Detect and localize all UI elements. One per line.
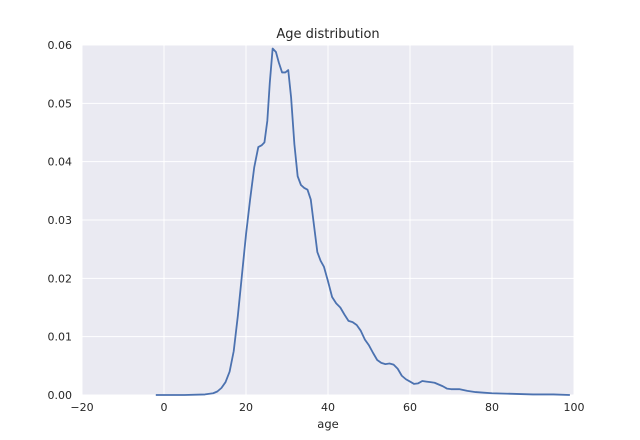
density-curve (155, 47, 570, 396)
y-tick-label: 0.02 (48, 272, 73, 285)
y-tick-label: 0.01 (48, 331, 73, 344)
x-axis-ticks: −20 0 20 40 60 80 100 (70, 401, 584, 414)
chart-title: Age distribution (276, 27, 379, 42)
y-axis-ticks: 0.00 0.01 0.02 0.03 0.04 0.05 0.06 (48, 39, 73, 402)
x-tick-label: 40 (321, 401, 335, 414)
x-tick-label: −20 (70, 401, 93, 414)
y-tick-label: 0.05 (48, 97, 73, 110)
x-tick-label: 100 (564, 401, 585, 414)
x-tick-label: 80 (485, 401, 499, 414)
x-tick-label: 20 (239, 401, 253, 414)
x-tick-label: 0 (161, 401, 168, 414)
y-tick-label: 0.04 (48, 156, 73, 169)
x-axis-label: age (317, 417, 338, 431)
y-tick-label: 0.00 (48, 389, 73, 402)
y-tick-label: 0.03 (48, 214, 73, 227)
x-tick-label: 60 (403, 401, 417, 414)
y-tick-label: 0.06 (48, 39, 73, 52)
